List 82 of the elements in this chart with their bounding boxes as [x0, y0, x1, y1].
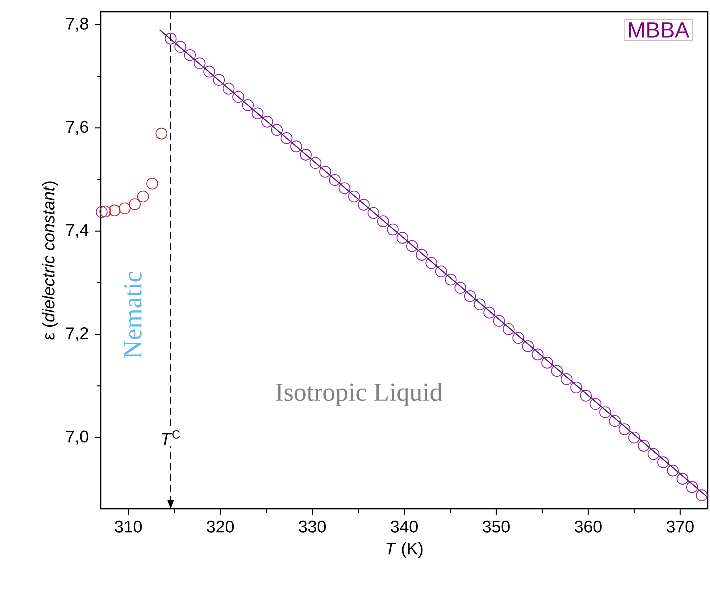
- point: [119, 202, 131, 215]
- point: [667, 464, 679, 477]
- x-tick-label: 350: [482, 520, 510, 533]
- point: [580, 390, 592, 402]
- point: [522, 340, 534, 352]
- point: [435, 266, 448, 278]
- ref-line-label: T$^{C}$: [162, 430, 180, 446]
- y-tick-label: 7,0: [66, 430, 89, 445]
- point: [165, 32, 177, 45]
- point: [174, 41, 186, 53]
- point: [648, 448, 660, 460]
- point: [638, 440, 650, 452]
- y-tick-label: 7,8: [66, 18, 88, 32]
- point: [137, 190, 150, 203]
- point: [676, 473, 689, 485]
- point: [271, 124, 284, 136]
- point: [454, 282, 467, 294]
- point: [551, 365, 564, 378]
- point: [252, 108, 264, 120]
- point: [387, 224, 399, 236]
- point: [628, 432, 640, 444]
- point: [146, 178, 158, 190]
- point: [213, 74, 226, 86]
- point: [406, 240, 418, 252]
- x-tick-label: 330: [299, 520, 326, 533]
- point: [280, 132, 293, 144]
- point: [204, 66, 216, 78]
- point: [686, 481, 698, 494]
- point: [618, 424, 631, 436]
- annotation: Nematic: [124, 272, 142, 358]
- point: [290, 140, 302, 153]
- point: [184, 49, 196, 62]
- y-tick-label: 7,2: [66, 328, 88, 342]
- annotation: MBBA: [629, 22, 690, 38]
- point: [242, 100, 254, 112]
- point: [377, 216, 390, 228]
- point: [542, 357, 554, 369]
- x-axis-title: T (K): [386, 542, 423, 558]
- point: [474, 298, 486, 311]
- annotation: Isotropic Liquid: [276, 382, 442, 406]
- point: [560, 374, 573, 386]
- point: [600, 406, 612, 418]
- y-tick-label: 7,4: [66, 224, 89, 238]
- point: [348, 190, 360, 203]
- point: [96, 206, 108, 218]
- point: [609, 415, 622, 428]
- point: [100, 206, 112, 218]
- y-axis-title: ε (dielectric constant): [42, 182, 58, 340]
- point: [108, 204, 121, 217]
- point: [320, 166, 332, 178]
- x-tick-label: 360: [574, 520, 602, 533]
- point: [590, 398, 602, 410]
- point: [262, 116, 274, 128]
- point: [532, 348, 544, 361]
- point: [396, 232, 409, 244]
- point: [512, 332, 524, 344]
- x-tick-label: 370: [666, 520, 694, 533]
- x-tick-label: 310: [115, 520, 142, 533]
- point: [222, 82, 235, 95]
- point: [232, 91, 244, 104]
- point: [445, 274, 457, 286]
- point: [300, 149, 312, 161]
- y-tick-label: 7,6: [66, 121, 88, 136]
- point: [338, 182, 351, 194]
- point: [194, 58, 206, 70]
- point: [493, 315, 506, 328]
- point: [426, 257, 438, 270]
- point: [696, 490, 708, 502]
- point: [484, 306, 496, 319]
- point: [658, 456, 670, 468]
- point: [156, 128, 168, 140]
- x-tick-label: 320: [207, 520, 234, 533]
- point: [358, 199, 370, 211]
- point: [502, 323, 515, 336]
- point: [368, 207, 380, 220]
- point: [416, 249, 428, 261]
- point: [464, 290, 476, 302]
- point: [310, 157, 322, 170]
- x-tick-label: 340: [391, 520, 418, 533]
- point: [570, 382, 582, 394]
- point: [329, 174, 341, 186]
- point: [129, 198, 141, 210]
